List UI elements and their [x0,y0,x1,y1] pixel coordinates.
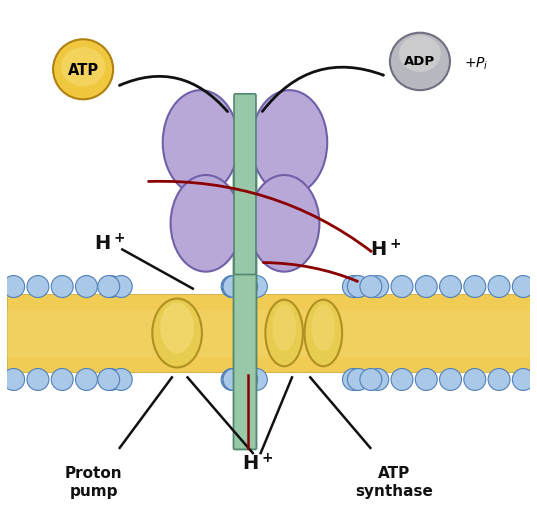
Ellipse shape [223,369,245,391]
Ellipse shape [360,276,382,298]
Ellipse shape [222,369,244,391]
Ellipse shape [100,369,122,391]
Ellipse shape [100,276,122,298]
Ellipse shape [391,276,413,298]
Ellipse shape [110,276,132,298]
Text: $\mathbf{H^+}$: $\mathbf{H^+}$ [243,453,274,474]
FancyArrowPatch shape [149,181,371,251]
Ellipse shape [367,276,389,298]
Ellipse shape [153,299,202,368]
Ellipse shape [76,276,97,298]
Text: ATP: ATP [68,64,99,78]
Ellipse shape [304,300,342,366]
Ellipse shape [236,276,258,298]
Ellipse shape [76,369,97,391]
Ellipse shape [223,276,245,298]
Text: $\mathbf{H^+}$: $\mathbf{H^+}$ [93,234,125,255]
Ellipse shape [360,369,382,391]
Ellipse shape [343,276,365,298]
FancyArrowPatch shape [120,76,228,111]
Ellipse shape [160,302,194,353]
Ellipse shape [98,369,120,391]
Ellipse shape [311,304,335,351]
Bar [8,310,529,356]
Ellipse shape [163,90,238,195]
Ellipse shape [3,276,25,298]
Ellipse shape [415,276,437,298]
Ellipse shape [251,90,327,195]
Ellipse shape [440,369,461,391]
Text: ATP
synthase: ATP synthase [355,466,433,499]
FancyArrowPatch shape [264,262,357,281]
Ellipse shape [98,276,120,298]
Ellipse shape [512,276,534,298]
Ellipse shape [347,276,369,298]
Ellipse shape [488,369,510,391]
Ellipse shape [3,369,25,391]
Ellipse shape [512,369,534,391]
Ellipse shape [390,33,450,90]
Text: ADP: ADP [404,55,436,68]
Ellipse shape [464,276,486,298]
FancyBboxPatch shape [234,138,257,449]
Ellipse shape [464,369,486,391]
Ellipse shape [343,369,365,391]
Ellipse shape [399,35,441,72]
Ellipse shape [221,276,243,298]
Ellipse shape [245,276,267,298]
Text: Proton
pump: Proton pump [65,466,122,499]
Ellipse shape [221,369,243,391]
Ellipse shape [440,276,461,298]
Ellipse shape [488,276,510,298]
Ellipse shape [235,369,257,391]
Ellipse shape [27,369,49,391]
Ellipse shape [235,276,257,298]
Ellipse shape [236,369,258,391]
Ellipse shape [51,369,73,391]
Ellipse shape [347,369,369,391]
Text: $+P_i$: $+P_i$ [465,56,489,72]
Ellipse shape [367,369,389,391]
Ellipse shape [415,369,437,391]
Ellipse shape [272,304,296,351]
Ellipse shape [27,276,49,298]
Ellipse shape [391,369,413,391]
FancyArrowPatch shape [263,67,383,111]
Ellipse shape [61,47,105,86]
Ellipse shape [249,175,320,271]
FancyBboxPatch shape [234,94,256,275]
Ellipse shape [171,175,241,271]
Ellipse shape [110,369,132,391]
Ellipse shape [245,369,267,391]
Ellipse shape [265,300,303,366]
Text: $\mathbf{H^+}$: $\mathbf{H^+}$ [371,239,402,260]
Ellipse shape [222,276,244,298]
Ellipse shape [51,276,73,298]
Bar [8,294,529,372]
Ellipse shape [53,39,113,99]
